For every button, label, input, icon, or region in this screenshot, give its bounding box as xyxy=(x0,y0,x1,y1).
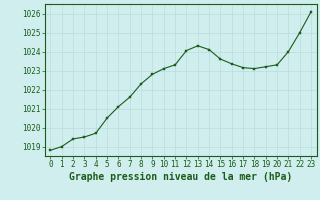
X-axis label: Graphe pression niveau de la mer (hPa): Graphe pression niveau de la mer (hPa) xyxy=(69,172,292,182)
